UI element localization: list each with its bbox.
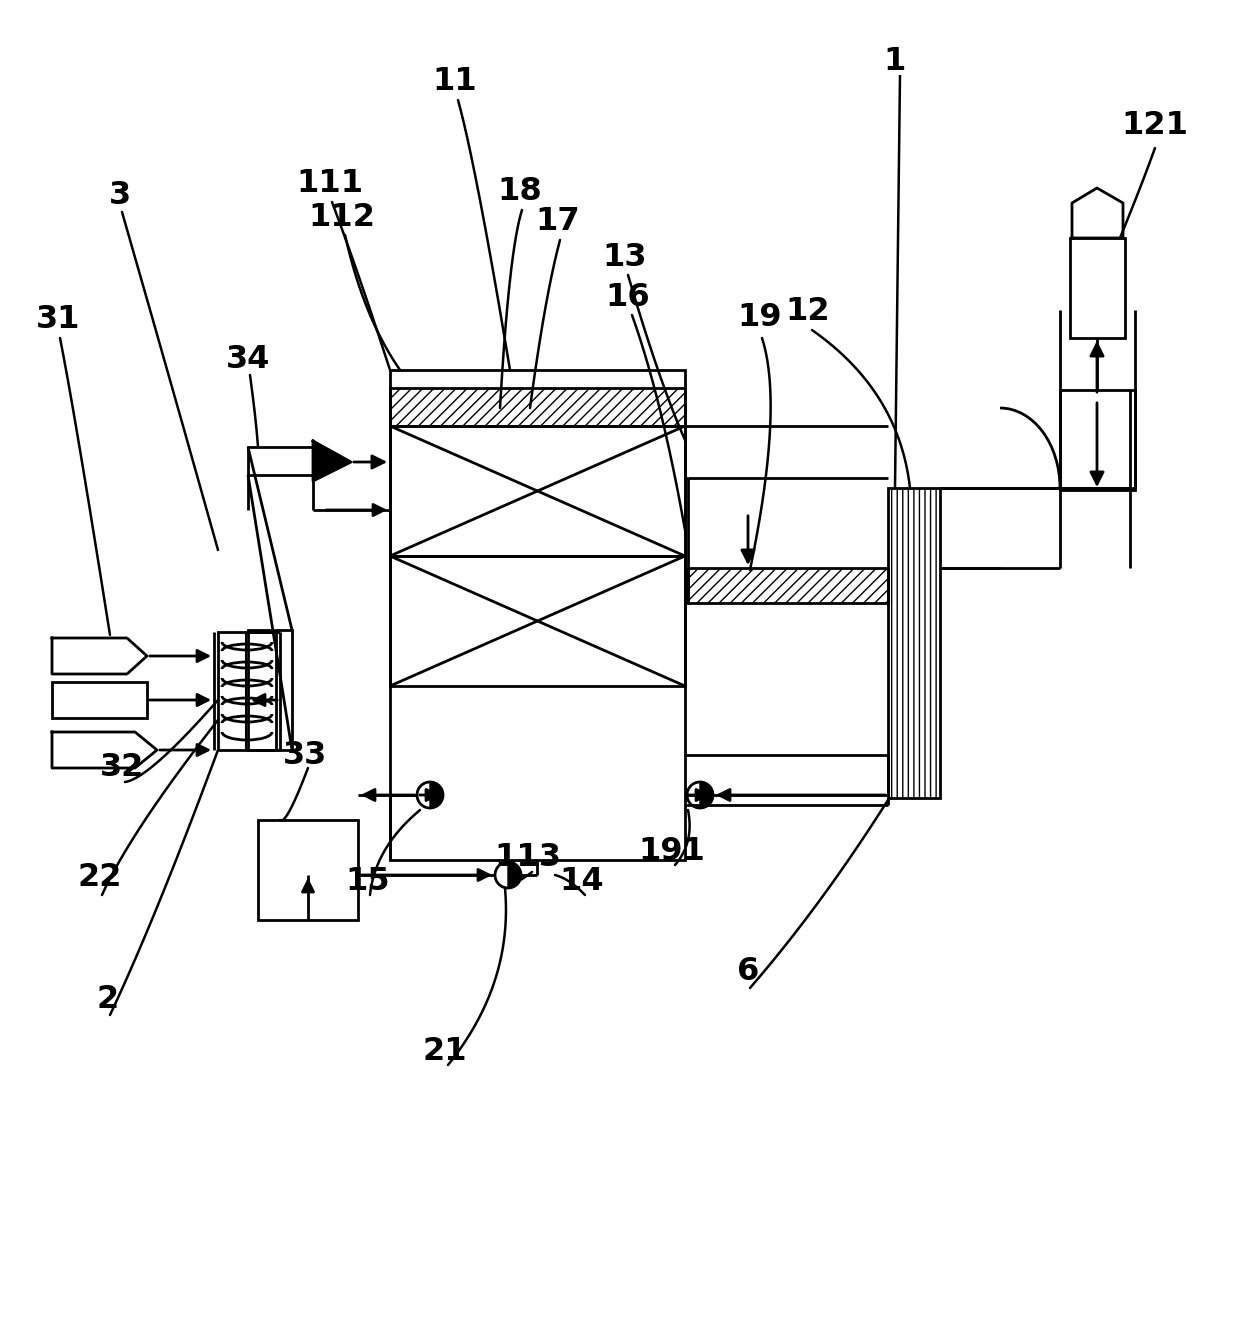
Text: 15: 15 — [346, 867, 391, 897]
Text: 6: 6 — [737, 956, 759, 988]
Text: 16: 16 — [605, 282, 650, 314]
Text: 34: 34 — [226, 344, 270, 376]
Text: 32: 32 — [99, 753, 144, 783]
Bar — [1070, 237, 1125, 338]
Text: 3: 3 — [109, 179, 131, 211]
Polygon shape — [701, 782, 713, 809]
Bar — [888, 488, 940, 798]
Bar — [391, 371, 684, 860]
Bar — [258, 820, 358, 919]
Text: 111: 111 — [296, 168, 363, 198]
Text: 21: 21 — [423, 1037, 467, 1067]
Text: 31: 31 — [36, 305, 81, 335]
Text: 12: 12 — [786, 297, 831, 327]
Text: 14: 14 — [559, 867, 604, 897]
Bar — [248, 630, 291, 751]
Text: 121: 121 — [1121, 109, 1188, 141]
Bar — [1060, 390, 1135, 489]
Bar — [248, 447, 312, 475]
Polygon shape — [312, 441, 351, 481]
Polygon shape — [430, 782, 443, 809]
Text: 11: 11 — [433, 66, 477, 98]
Text: 191: 191 — [639, 836, 706, 868]
Text: 17: 17 — [536, 207, 580, 237]
Text: 19: 19 — [738, 302, 782, 334]
Bar — [52, 682, 148, 718]
Bar — [218, 632, 277, 751]
Text: 113: 113 — [495, 843, 562, 873]
Bar — [391, 426, 684, 557]
Bar — [391, 557, 684, 686]
Text: 2: 2 — [97, 984, 119, 1016]
Text: 112: 112 — [309, 203, 376, 233]
Text: 18: 18 — [497, 177, 542, 207]
Polygon shape — [508, 863, 521, 888]
Text: 22: 22 — [78, 863, 123, 893]
Bar — [688, 568, 888, 603]
Text: 1: 1 — [884, 46, 906, 78]
Bar — [391, 388, 684, 426]
Text: 33: 33 — [283, 740, 327, 770]
Text: 13: 13 — [603, 243, 647, 273]
